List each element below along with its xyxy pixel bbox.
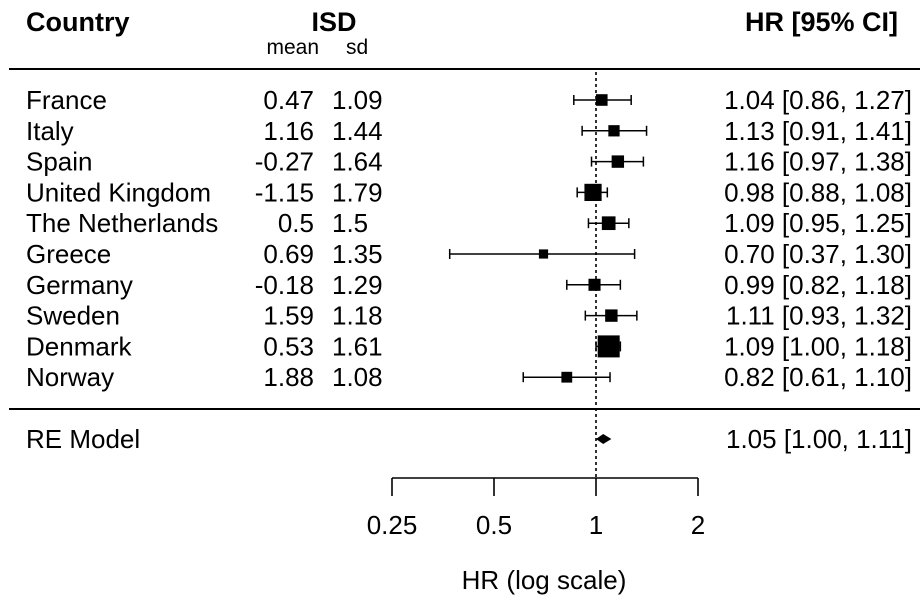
x-tick-label: 0.5: [476, 510, 512, 540]
header-sd: sd: [346, 36, 368, 59]
country-label: France: [26, 85, 107, 115]
mean-value: -0.27: [255, 147, 314, 177]
country-label: Greece: [26, 239, 111, 269]
hr-ci-label: 1.04 [0.86, 1.27]: [724, 85, 912, 115]
mean-value: 0.69: [263, 239, 314, 269]
study-row: Greece 0.69 1.35 0.70 [0.37, 1.30]: [26, 239, 912, 269]
point-estimate: [597, 335, 620, 358]
header-country: Country: [26, 7, 130, 37]
hr-ci-label: 0.82 [0.61, 1.10]: [724, 362, 912, 392]
study-row: France 0.47 1.09 1.04 [0.86, 1.27]: [26, 85, 912, 115]
study-row: Sweden 1.59 1.18 1.11 [0.93, 1.32]: [26, 301, 912, 331]
mean-value: -0.18: [255, 270, 314, 300]
x-tick-label: 2: [691, 510, 705, 540]
point-estimate: [611, 155, 625, 168]
hr-ci-label: 0.70 [0.37, 1.30]: [724, 239, 912, 269]
country-label: United Kingdom: [26, 177, 211, 207]
mean-value: 1.16: [263, 116, 314, 146]
mean-value: 0.5: [278, 208, 314, 238]
x-axis: 0.25 0.5 1 2: [367, 477, 705, 540]
study-row: United Kingdom -1.15 1.79 0.98 [0.88, 1.08]: [26, 177, 912, 207]
header-mean: mean: [266, 36, 319, 59]
point-estimate: [584, 183, 602, 201]
sd-value: 1.64: [332, 147, 383, 177]
point-estimate: [561, 371, 573, 383]
study-row: Spain -0.27 1.64 1.16 [0.97, 1.38]: [26, 147, 912, 177]
sd-value: 1.79: [332, 177, 383, 207]
country-label: The Netherlands: [26, 208, 218, 238]
hr-ci-label: 0.98 [0.88, 1.08]: [724, 177, 912, 207]
mean-value: 1.59: [263, 301, 314, 331]
sd-value: 1.5: [332, 208, 368, 238]
point-estimate: [588, 278, 601, 291]
mean-value: 0.47: [263, 85, 314, 115]
hr-ci-label: 1.11 [0.93, 1.32]: [726, 301, 912, 331]
sd-value: 1.44: [332, 116, 383, 146]
country-label: Spain: [26, 147, 93, 177]
study-row: Denmark 0.53 1.61 1.09 [1.00, 1.18]: [26, 331, 912, 361]
study-row: Norway 1.88 1.08 0.82 [0.61, 1.10]: [26, 362, 912, 392]
hr-ci-label: 1.13 [0.91, 1.41]: [724, 116, 912, 146]
sd-value: 1.29: [332, 270, 383, 300]
summary-diamond: [596, 434, 612, 444]
x-axis-label: HR (log scale): [462, 565, 627, 595]
header-hr-ci: HR [95% CI]: [745, 7, 898, 37]
country-label: Norway: [26, 362, 114, 392]
country-label: Italy: [26, 116, 74, 146]
country-label: Denmark: [26, 331, 132, 361]
point-estimate: [538, 249, 549, 259]
study-row: The Netherlands 0.5 1.5 1.09 [0.95, 1.25]: [26, 208, 912, 238]
sd-value: 1.09: [332, 85, 383, 115]
point-estimate: [601, 216, 616, 231]
hr-ci-label: 1.09 [1.00, 1.18]: [724, 331, 912, 361]
summary-hr-label: 1.05 [1.00, 1.11]: [726, 424, 912, 454]
sd-value: 1.18: [332, 301, 383, 331]
hr-ci-label: 1.16 [0.97, 1.38]: [724, 147, 912, 177]
country-label: Sweden: [26, 301, 120, 331]
study-row: Italy 1.16 1.44 1.13 [0.91, 1.41]: [26, 116, 912, 146]
country-label: Germany: [26, 270, 133, 300]
hr-ci-label: 1.09 [0.95, 1.25]: [724, 208, 912, 238]
x-tick-label: 1: [589, 510, 603, 540]
study-row: Germany -0.18 1.29 0.99 [0.82, 1.18]: [26, 270, 912, 300]
sd-value: 1.35: [332, 239, 383, 269]
summary-label: RE Model: [26, 424, 140, 454]
mean-value: 1.88: [263, 362, 314, 392]
header-isd: ISD: [311, 7, 356, 37]
point-estimate: [595, 94, 608, 106]
hr-ci-label: 0.99 [0.82, 1.18]: [724, 270, 912, 300]
mean-value: 0.53: [263, 331, 314, 361]
sd-value: 1.61: [332, 331, 383, 361]
point-estimate: [605, 309, 618, 322]
sd-value: 1.08: [332, 362, 383, 392]
point-estimate: [608, 125, 620, 137]
mean-value: -1.15: [255, 177, 314, 207]
x-tick-label: 0.25: [367, 510, 418, 540]
study-rows: France 0.47 1.09 1.04 [0.86, 1.27] Italy 1.16…: [26, 85, 912, 392]
